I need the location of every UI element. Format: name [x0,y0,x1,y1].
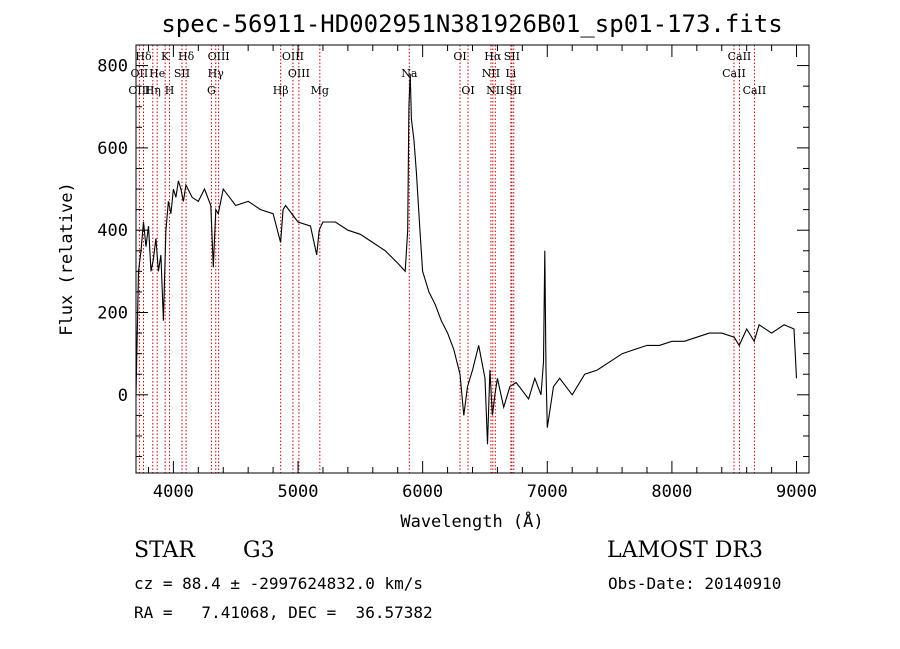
spectral-line-label: Hγ [208,67,225,80]
spectral-line-label: Li [505,67,516,80]
object-class: STAR [134,538,195,563]
x-tick-label: 8000 [651,482,692,502]
x-axis-label: Wavelength (Å) [400,510,543,532]
spectral-line-label: CaII [743,84,767,97]
coordinates-readout: RA = 7.41068, DEC = 36.57382 [134,603,433,622]
spectral-line-label: OI [453,50,466,63]
spectrum-line [135,73,798,445]
x-tick-label: 9000 [776,482,817,502]
plot-frame [135,44,810,474]
x-tick-label: 7000 [527,482,568,502]
spectral-line-label: Hα [484,50,502,63]
spectral-line-label: Hδ [178,50,195,63]
x-tick-label: 6000 [402,482,443,502]
spectral-line-label: G [207,84,216,97]
spectral-line-label: SII [504,50,520,63]
spectral-line-label: OIII [128,84,150,97]
spectral-line-label: SII [174,67,190,80]
spectral-line-label: SII [506,84,522,97]
spectral-line-label: NII [482,67,500,80]
spectral-line-label: OIII [208,50,230,63]
x-tick-label: 4000 [153,482,194,502]
redshift-readout: cz = 88.4 ± -2997624832.0 km/s [134,574,423,593]
spectral-line-labels: Hδ OII OIII He Hη K SII H Hδ OIII Hγ G OIII OIII Hβ Mg N… [128,50,766,97]
y-axis-label: Flux (relative) [57,182,77,336]
spectral-line-label: OIII [282,50,304,63]
chart-title: spec-56911-HD002951N381926B01_sp01-173.f… [161,10,782,38]
spectral-line-label: He [149,67,165,80]
object-subclass: G3 [243,538,275,563]
spectral-line-label: Hη [145,84,161,97]
y-tick-label: 400 [97,221,128,241]
spectral-line-label: OIII [288,67,310,80]
spectral-line-label: OI [461,84,474,97]
spectral-line-label: Mg [311,84,329,97]
y-tick-label: 800 [97,57,128,77]
spectral-line-label: Hδ [135,50,152,63]
observation-date: Obs-Date: 20140910 [608,574,782,593]
spectral-line-label: K [161,50,170,63]
spectral-line-label: Na [401,67,418,80]
spectral-line-markers [138,45,755,473]
spectral-line-label: H [165,84,175,97]
x-tick-label: 5000 [278,482,319,502]
spectral-line-label: NII [486,84,504,97]
spectral-line-label: CaII [722,67,746,80]
spectral-line-label: OII [131,67,149,80]
spectral-line-label: Hβ [273,84,289,97]
spectrum-series [135,73,798,445]
spectral-line-label: CaII [728,50,752,63]
axis-ticks: 4000 5000 6000 7000 8000 9000 0 200 400 600 800 [97,44,817,502]
y-tick-label: 200 [97,304,128,324]
y-tick-label: 0 [118,386,128,406]
y-tick-label: 600 [97,139,128,159]
survey-name: LAMOST DR3 [607,538,763,563]
